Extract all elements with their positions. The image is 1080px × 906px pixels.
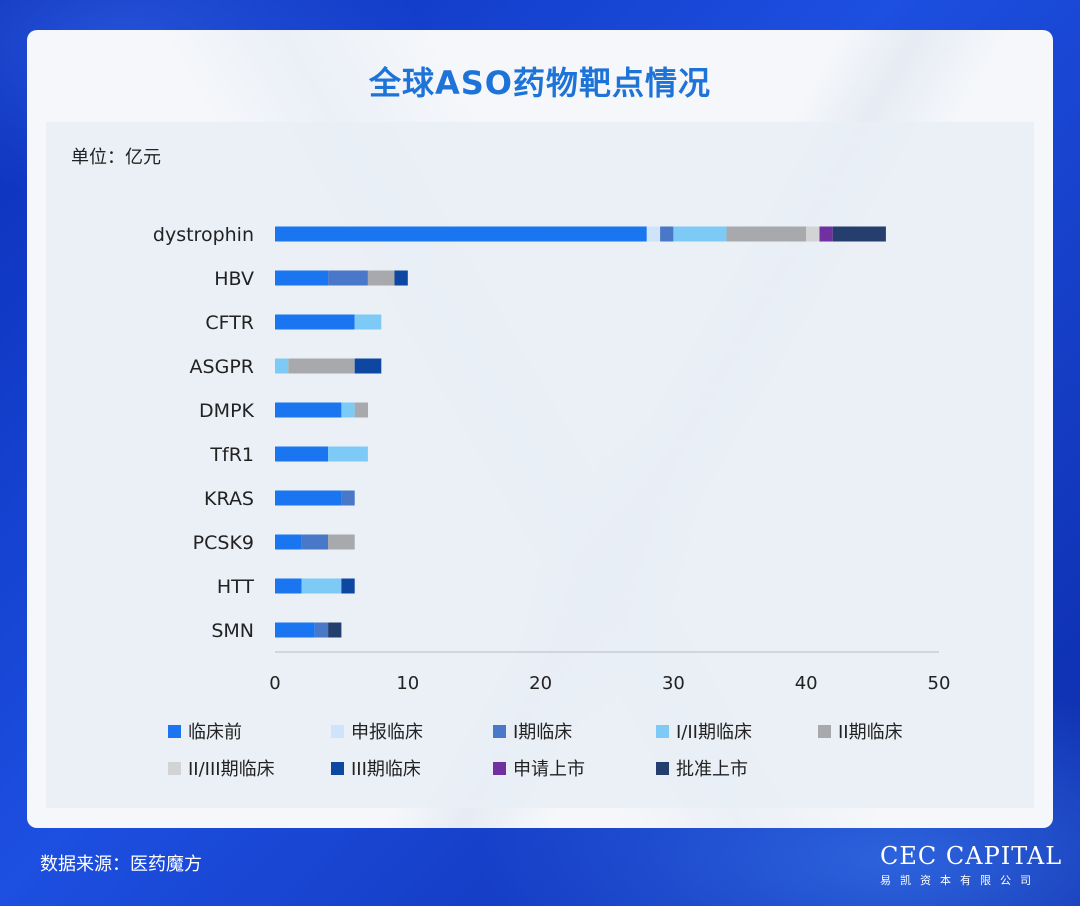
x-tick-labels: 0 10 20 30 40 50 <box>269 673 950 694</box>
company-logo: CEC CAPITAL 易凯资本有限公司 <box>880 842 1063 888</box>
bar-segment <box>275 490 342 506</box>
category-label: HBV <box>214 268 254 290</box>
bar-segment <box>328 622 342 638</box>
bar-segment <box>341 578 355 594</box>
category-label: TfR1 <box>209 444 254 466</box>
category-label: PCSK9 <box>193 532 254 554</box>
bar-segment <box>301 578 342 594</box>
category-label: dystrophin <box>153 224 254 246</box>
bar-segment <box>660 226 674 242</box>
bar-segment <box>673 226 727 242</box>
legend-swatch <box>818 725 831 738</box>
x-tick-label: 0 <box>269 673 280 694</box>
source-note: 数据来源：医药魔方 <box>40 854 202 875</box>
category-label: CFTR <box>205 312 254 334</box>
bar-segment <box>275 446 329 462</box>
bar-segment <box>301 534 329 550</box>
bar-segment <box>341 490 355 506</box>
legend-swatch <box>331 725 344 738</box>
category-label: ASGPR <box>190 356 254 378</box>
legend: 临床前 申报临床 I期临床 I/II期临床 II期临床 II/III期临床 III期临床 申请… <box>168 722 903 780</box>
bar-segment <box>354 314 382 330</box>
bar-segment <box>341 402 355 418</box>
bar-segment <box>275 226 647 242</box>
legend-swatch <box>168 725 181 738</box>
bar-segment <box>646 226 661 242</box>
x-tick-label: 40 <box>795 673 818 694</box>
bar-segment <box>328 270 368 286</box>
x-tick-label: 50 <box>928 673 951 694</box>
category-label: DMPK <box>199 400 254 422</box>
legend-swatch <box>168 762 181 775</box>
logo-sub-text: 易凯资本有限公司 <box>880 874 1040 887</box>
legend-swatch <box>656 762 669 775</box>
legend-label: II期临床 <box>838 722 903 743</box>
bar-segment <box>275 358 289 374</box>
legend-label: I期临床 <box>513 722 572 743</box>
category-label: KRAS <box>204 488 254 510</box>
bar-segment <box>275 314 355 330</box>
chart-card: 全球ASO药物靶点情况 <box>27 30 1053 828</box>
legend-swatch <box>493 725 506 738</box>
legend-swatch <box>331 762 344 775</box>
bar-segment <box>394 270 408 286</box>
bar-segment <box>275 534 302 550</box>
category-labels: dystrophin HBV CFTR ASGPR DMPK TfR1 KRAS PCSK9 H… <box>153 224 255 642</box>
category-label: HTT <box>217 576 255 598</box>
bar-segment <box>354 358 382 374</box>
unit-label: 单位：亿元 <box>71 147 161 168</box>
logo-main-text: CEC CAPITAL <box>880 842 1063 870</box>
legend-label: 申报临床 <box>351 722 423 743</box>
chart-title: 全球ASO药物靶点情况 <box>368 64 712 102</box>
bar-segment <box>806 226 820 242</box>
bar-segment <box>819 226 833 242</box>
category-label: SMN <box>211 620 254 642</box>
bar-segment <box>288 358 355 374</box>
legend-label: II/III期临床 <box>188 759 275 780</box>
legend-swatch <box>656 725 669 738</box>
x-tick-label: 10 <box>396 673 419 694</box>
legend-label: 申请上市 <box>513 759 585 780</box>
x-tick-label: 30 <box>662 673 685 694</box>
bar-segment <box>354 402 368 418</box>
bar-segment <box>275 578 302 594</box>
bar-segment <box>832 226 886 242</box>
bar-segment <box>328 534 355 550</box>
legend-swatch <box>493 762 506 775</box>
legend-label: 批准上市 <box>676 759 748 780</box>
bar-segment <box>314 622 329 638</box>
legend-label: III期临床 <box>351 759 421 780</box>
legend-label: 临床前 <box>188 722 242 743</box>
bar-segment <box>328 446 368 462</box>
bar-segment <box>275 402 342 418</box>
bar-segment <box>368 270 395 286</box>
legend-label: I/II期临床 <box>676 722 752 743</box>
bar-segment <box>275 622 315 638</box>
x-tick-label: 20 <box>529 673 552 694</box>
bar-group <box>275 226 886 638</box>
bar-segment <box>726 226 807 242</box>
bar-segment <box>275 270 329 286</box>
